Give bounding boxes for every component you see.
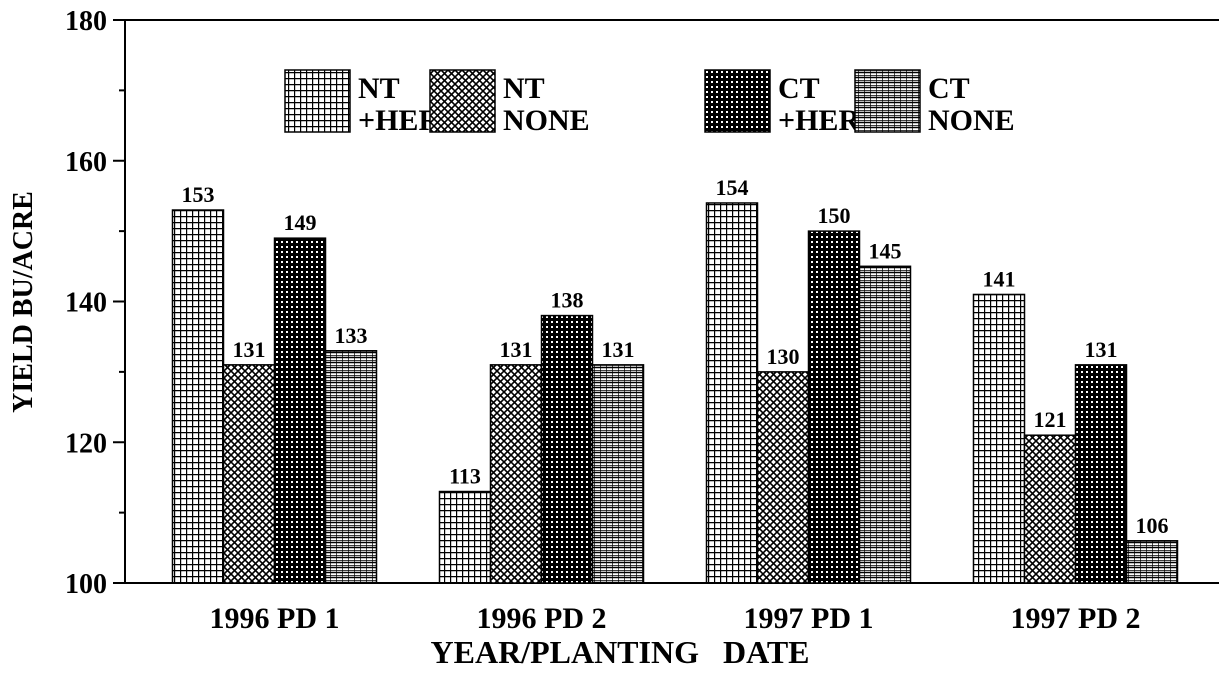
legend-swatch xyxy=(704,69,771,133)
bar xyxy=(972,293,1026,584)
legend-swatch xyxy=(429,69,496,133)
bar xyxy=(489,364,543,584)
bar xyxy=(1074,364,1128,584)
legend-swatch xyxy=(284,69,351,133)
x-tick-label: 1996 PD 2 xyxy=(477,602,607,635)
bar xyxy=(273,237,327,584)
legend-swatch xyxy=(854,69,921,133)
y-axis-label: YIELD BU/ACRE xyxy=(8,191,39,413)
y-tick-label: 140 xyxy=(65,288,107,319)
data-label: 133 xyxy=(335,323,368,348)
x-tick-label: 1997 PD 2 xyxy=(1011,602,1141,635)
data-label: 150 xyxy=(818,203,851,228)
data-label: 149 xyxy=(284,210,317,235)
bar xyxy=(1125,540,1179,584)
y-tick-label: 180 xyxy=(65,6,107,37)
legend-label: CT NONE xyxy=(928,72,1015,137)
bar xyxy=(756,371,810,584)
x-axis-label: YEAR/PLANTING DATE xyxy=(431,634,810,670)
bar xyxy=(1023,434,1077,584)
y-tick-label: 100 xyxy=(65,569,107,600)
data-label: 131 xyxy=(233,337,266,362)
data-label: 106 xyxy=(1136,513,1169,538)
data-label: 145 xyxy=(869,238,902,263)
bar xyxy=(858,265,912,584)
bar xyxy=(705,202,759,584)
bar xyxy=(807,230,861,584)
bar xyxy=(591,364,645,584)
bar xyxy=(171,209,225,584)
bar xyxy=(540,314,594,584)
data-label: 138 xyxy=(551,288,584,313)
data-label: 131 xyxy=(602,337,635,362)
data-label: 113 xyxy=(449,464,481,489)
x-tick-label: 1997 PD 1 xyxy=(744,602,874,635)
y-tick-label: 160 xyxy=(65,147,107,178)
x-tick-label: 1996 PD 1 xyxy=(210,602,340,635)
data-label: 130 xyxy=(767,344,800,369)
bar xyxy=(324,350,378,584)
data-label: 131 xyxy=(500,337,533,362)
data-label: 131 xyxy=(1085,337,1118,362)
data-label: 153 xyxy=(182,182,215,207)
legend-label: NT NONE xyxy=(503,72,590,137)
data-label: 154 xyxy=(716,175,749,200)
data-label: 141 xyxy=(983,266,1016,291)
y-tick-label: 120 xyxy=(65,428,107,459)
bar xyxy=(438,490,492,584)
data-label: 121 xyxy=(1034,407,1067,432)
bar xyxy=(222,364,276,584)
